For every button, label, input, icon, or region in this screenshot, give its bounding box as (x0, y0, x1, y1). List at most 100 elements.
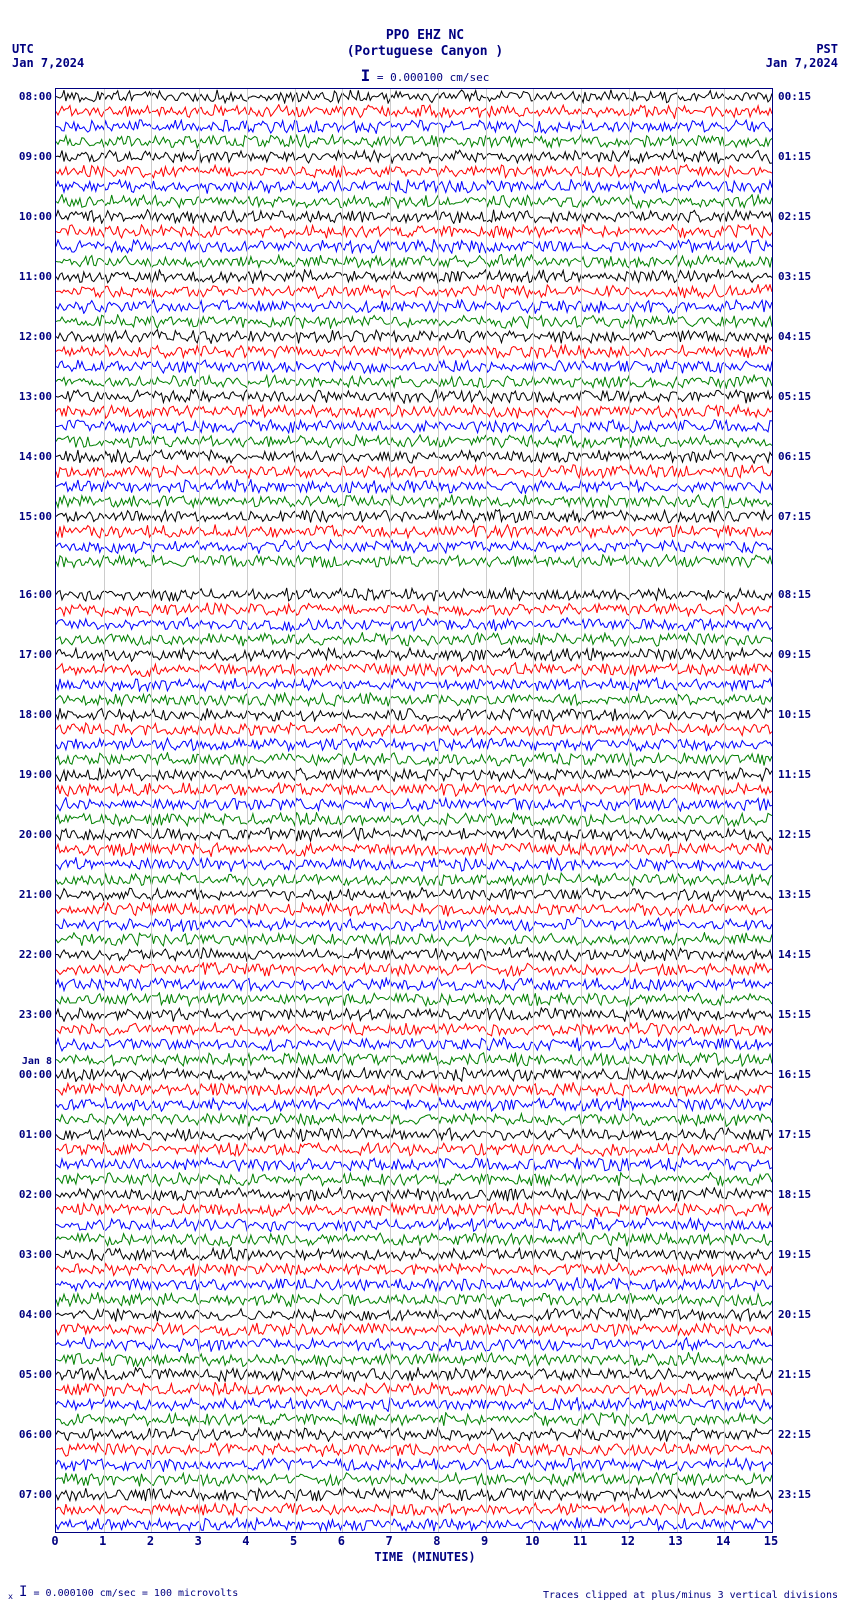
utc-time-label: 12:00 (12, 330, 52, 343)
seismic-trace (56, 707, 772, 722)
seismic-trace (56, 1142, 772, 1157)
utc-time-label: 09:00 (12, 150, 52, 163)
seismic-trace (56, 1262, 772, 1277)
seismic-trace (56, 464, 772, 479)
gridline (151, 89, 152, 1532)
seismic-trace (56, 1367, 772, 1382)
seismic-trace (56, 449, 772, 464)
seismic-trace (56, 662, 772, 677)
seismic-trace (56, 389, 772, 404)
scale-indicator: I = 0.000100 cm/sec (0, 66, 850, 85)
pst-time-label: 18:15 (778, 1188, 811, 1201)
seismic-trace (56, 1232, 772, 1247)
seismic-trace (56, 617, 772, 632)
gridline (677, 89, 678, 1532)
seismic-trace (56, 1397, 772, 1412)
x-tick-label: 5 (284, 1534, 304, 1548)
seismic-trace (56, 1277, 772, 1292)
seismic-trace (56, 1427, 772, 1442)
seismic-trace (56, 737, 772, 752)
utc-time-label: 05:00 (12, 1368, 52, 1381)
gridline (247, 89, 248, 1532)
utc-time-label: 07:00 (12, 1488, 52, 1501)
pst-time-label: 12:15 (778, 828, 811, 841)
data-gap (56, 569, 772, 587)
title-line1: PPO EHZ NC (0, 28, 850, 43)
seismic-trace (56, 224, 772, 239)
seismic-trace (56, 947, 772, 962)
seismic-trace (56, 419, 772, 434)
seismic-trace (56, 1067, 772, 1082)
seismic-trace (56, 1472, 772, 1487)
seismic-trace (56, 299, 772, 314)
seismic-trace (56, 1442, 772, 1457)
seismic-trace (56, 1187, 772, 1202)
seismic-trace (56, 434, 772, 449)
seismogram-plot (55, 88, 773, 1533)
utc-time-label: 15:00 (12, 510, 52, 523)
x-tick-label: 10 (522, 1534, 542, 1548)
pst-time-label: 04:15 (778, 330, 811, 343)
seismic-trace (56, 932, 772, 947)
pst-time-label: 01:15 (778, 150, 811, 163)
seismic-trace (56, 1322, 772, 1337)
seismic-trace (56, 524, 772, 539)
seismic-trace (56, 539, 772, 554)
seismic-trace (56, 254, 772, 269)
seismic-trace (56, 179, 772, 194)
pst-time-label: 08:15 (778, 588, 811, 601)
seismic-trace (56, 677, 772, 692)
seismic-trace (56, 842, 772, 857)
seismic-trace (56, 209, 772, 224)
right-timezone: PST (816, 42, 838, 56)
seismic-trace (56, 857, 772, 872)
seismic-trace (56, 1022, 772, 1037)
gridline (342, 89, 343, 1532)
seismic-trace (56, 1307, 772, 1322)
pst-time-label: 09:15 (778, 648, 811, 661)
footer-note: Traces clipped at plus/minus 3 vertical … (543, 1590, 838, 1601)
seismic-trace (56, 992, 772, 1007)
x-tick-label: 1 (93, 1534, 113, 1548)
seismic-trace (56, 1457, 772, 1472)
seismic-trace (56, 587, 772, 602)
x-tick-label: 11 (570, 1534, 590, 1548)
gridline (486, 89, 487, 1532)
pst-time-label: 23:15 (778, 1488, 811, 1501)
x-tick-label: 0 (45, 1534, 65, 1548)
seismic-trace (56, 359, 772, 374)
utc-time-label: 16:00 (12, 588, 52, 601)
seismic-trace (56, 344, 772, 359)
utc-time-label: 02:00 (12, 1188, 52, 1201)
utc-time-label: 08:00 (12, 90, 52, 103)
gridline (724, 89, 725, 1532)
seismic-trace (56, 692, 772, 707)
seismic-trace (56, 479, 772, 494)
pst-time-label: 14:15 (778, 948, 811, 961)
utc-time-label: 01:00 (12, 1128, 52, 1141)
seismic-trace (56, 1517, 772, 1532)
utc-time-label: 04:00 (12, 1308, 52, 1321)
seismic-trace (56, 89, 772, 104)
utc-time-label: 10:00 (12, 210, 52, 223)
utc-time-label: 06:00 (12, 1428, 52, 1441)
utc-time-label: 21:00 (12, 888, 52, 901)
pst-time-label: 05:15 (778, 390, 811, 403)
utc-time-label: 03:00 (12, 1248, 52, 1261)
seismic-trace (56, 269, 772, 284)
utc-time-label: 00:00 (12, 1068, 52, 1081)
x-tick-label: 6 (331, 1534, 351, 1548)
left-timezone: UTC (12, 42, 34, 56)
seismic-trace (56, 1412, 772, 1427)
gridline (438, 89, 439, 1532)
seismic-trace (56, 962, 772, 977)
x-tick-label: 8 (427, 1534, 447, 1548)
x-tick-label: 4 (236, 1534, 256, 1548)
seismic-trace (56, 1112, 772, 1127)
seismic-trace (56, 194, 772, 209)
x-tick-label: 7 (379, 1534, 399, 1548)
seismic-trace (56, 767, 772, 782)
gridline (390, 89, 391, 1532)
x-tick-label: 2 (140, 1534, 160, 1548)
left-date: Jan 7,2024 (12, 56, 84, 70)
